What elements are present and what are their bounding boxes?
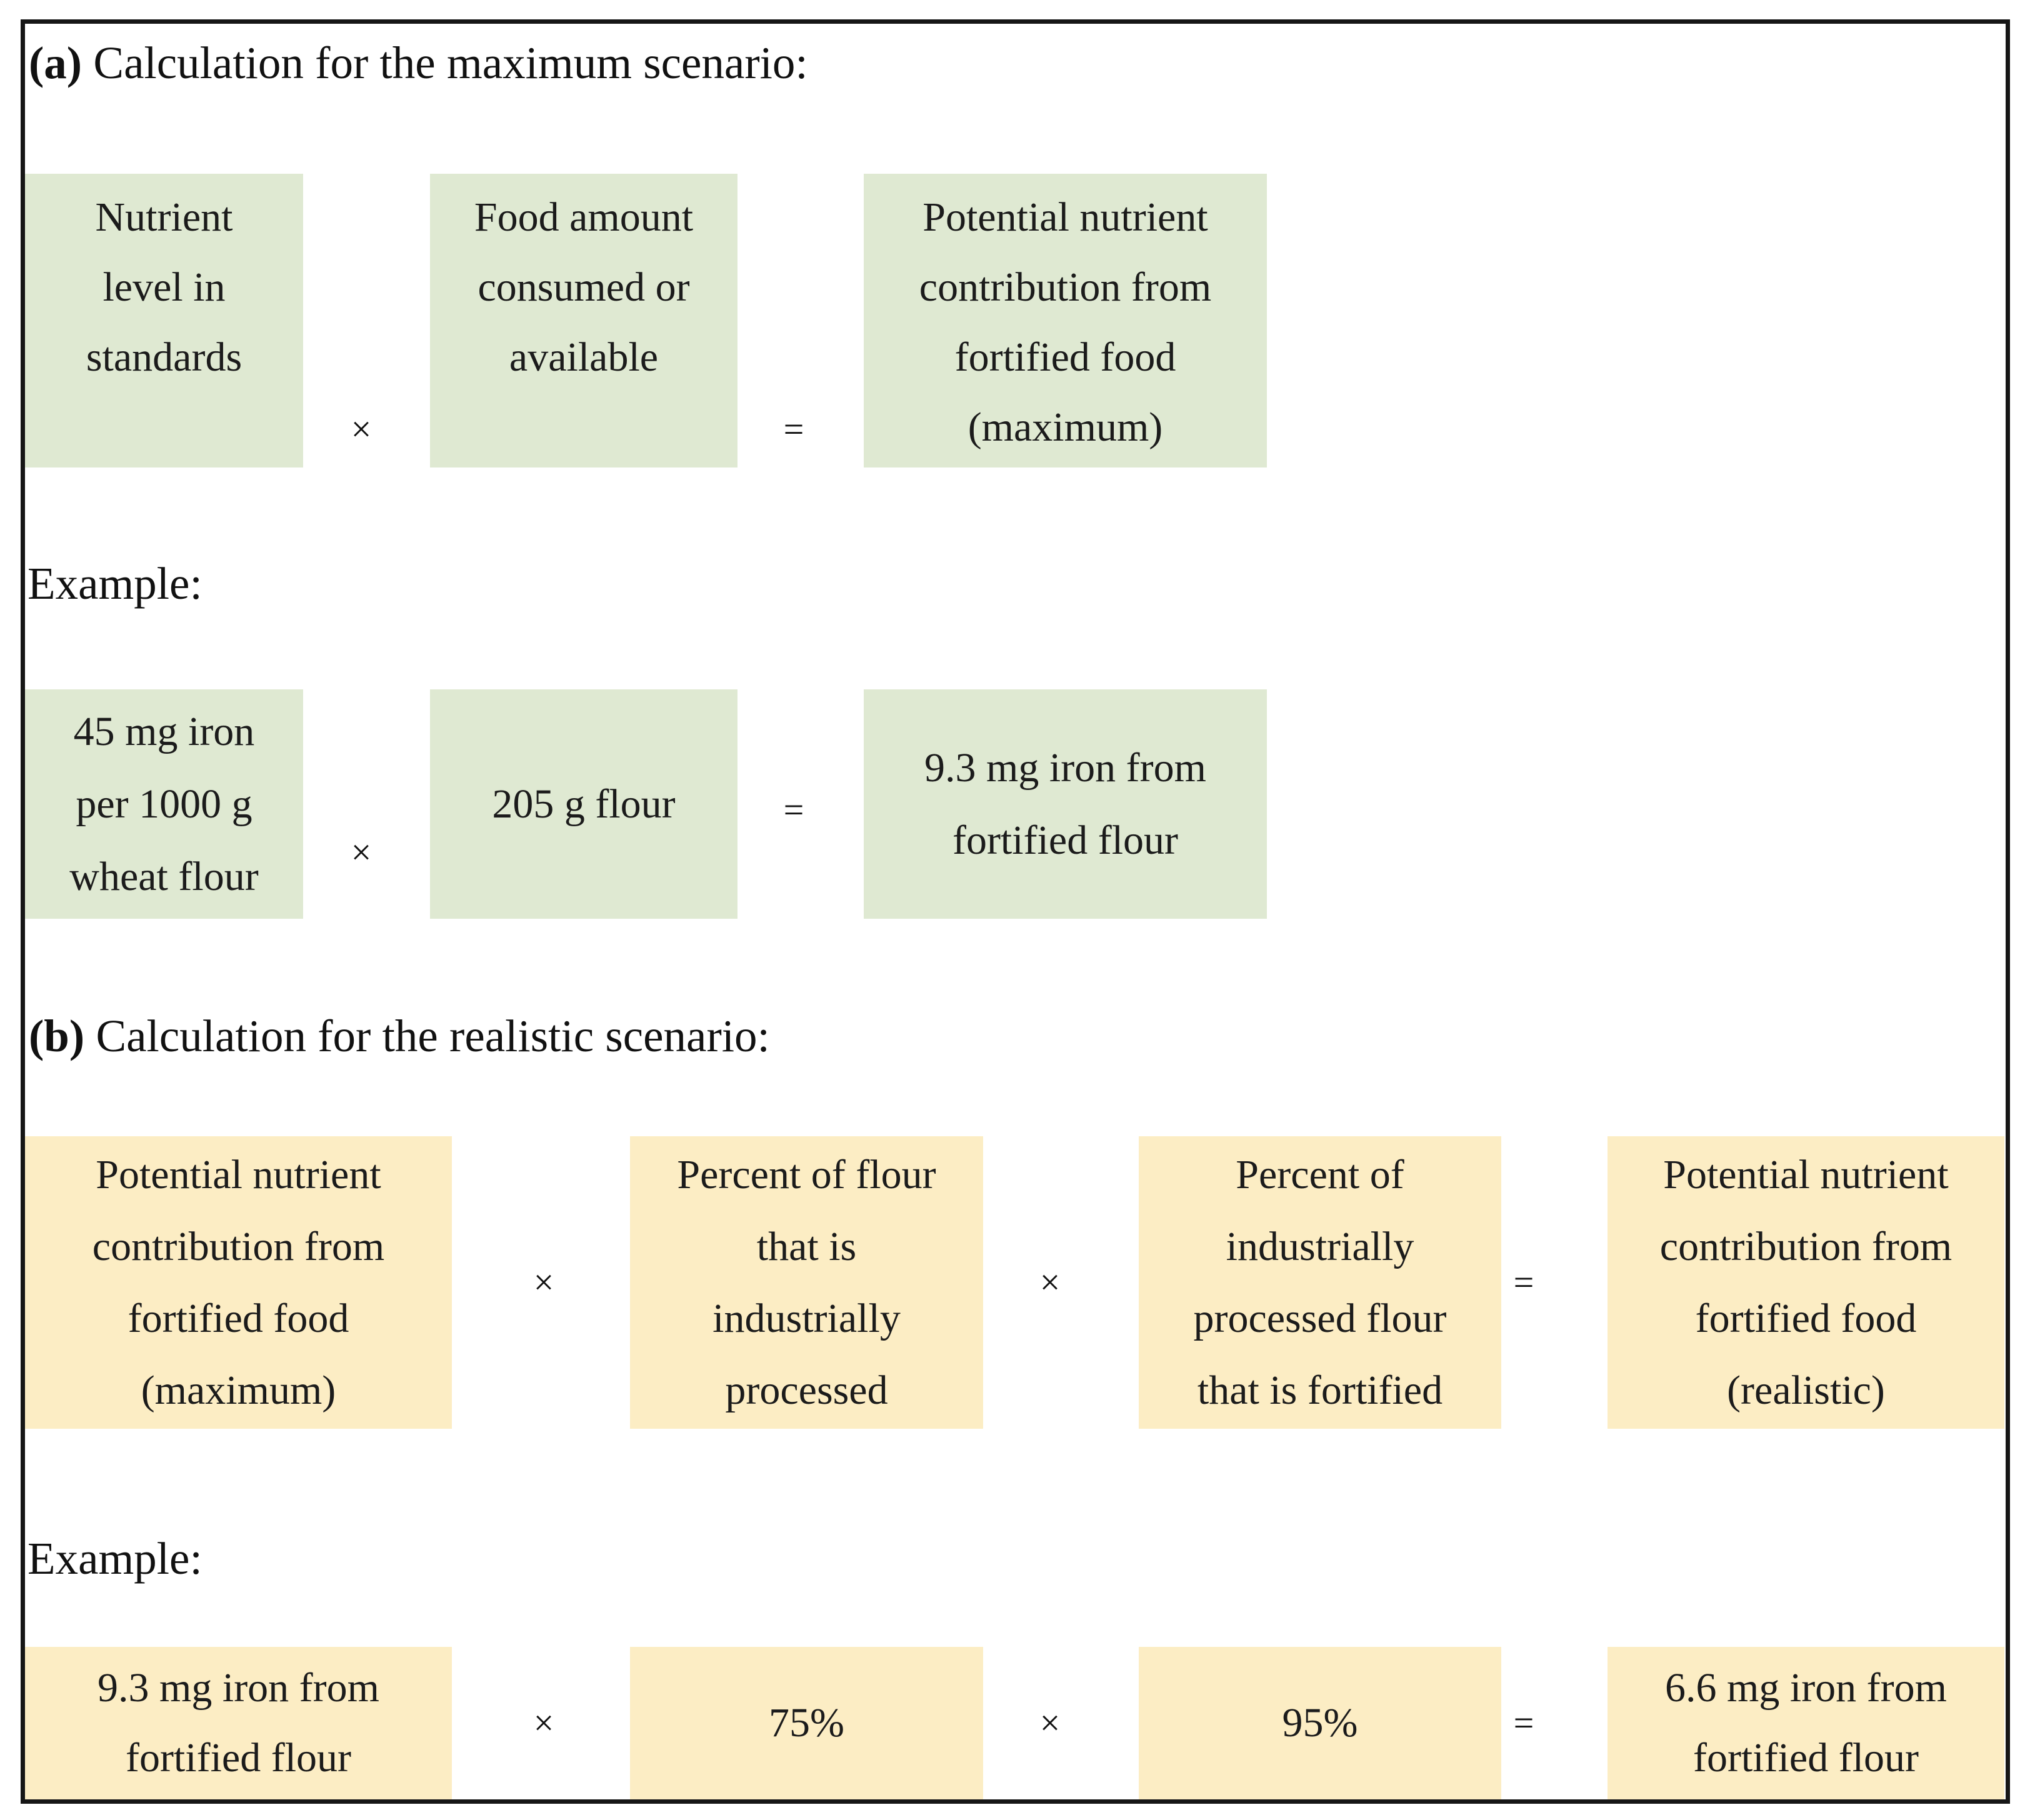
box-95-percent: 95% bbox=[1139, 1647, 1501, 1799]
multiply-operator: × bbox=[351, 832, 372, 872]
multiply-operator: × bbox=[533, 1702, 554, 1743]
section-b-label: (b) bbox=[29, 1011, 85, 1061]
box-45mg-iron-per-1000g: 45 mg iron per 1000 g wheat flour bbox=[25, 689, 303, 919]
equals-operator: = bbox=[1513, 1262, 1534, 1302]
box-result-6-6mg-iron: 6.6 mg iron from fortified flour bbox=[1608, 1647, 2004, 1799]
multiply-operator: × bbox=[533, 1262, 554, 1302]
box-percent-processed-flour-fortified: Percent of industrially processed flour … bbox=[1139, 1136, 1501, 1429]
box-potential-contribution-maximum-input: Potential nutrient contribution from for… bbox=[25, 1136, 452, 1429]
section-a-heading: (a) Calculation for the maximum scenario… bbox=[29, 34, 808, 91]
multiply-operator: × bbox=[1039, 1262, 1061, 1302]
section-b-example-row: 9.3 mg iron from fortified flour × 75% ×… bbox=[0, 1647, 2030, 1799]
box-result-9-3mg-iron: 9.3 mg iron from fortified flour bbox=[864, 689, 1267, 919]
section-b-example-label: Example: bbox=[28, 1533, 202, 1584]
equals-operator: = bbox=[1513, 1702, 1534, 1743]
box-205g-flour: 205 g flour bbox=[430, 689, 738, 919]
section-a-example-label: Example: bbox=[28, 558, 202, 609]
box-75-percent: 75% bbox=[630, 1647, 983, 1799]
box-nutrient-level-in-standards: Nutrient level in standards bbox=[25, 174, 303, 468]
box-potential-contribution-maximum: Potential nutrient contribution from for… bbox=[864, 174, 1267, 468]
box-food-amount-consumed: Food amount consumed or available bbox=[430, 174, 738, 468]
section-b-heading: (b) Calculation for the realistic scenar… bbox=[29, 1008, 770, 1064]
section-b-heading-text: Calculation for the realistic scenario: bbox=[96, 1011, 770, 1061]
multiply-operator: × bbox=[1039, 1702, 1061, 1743]
section-b-formula-row: Potential nutrient contribution from for… bbox=[0, 1136, 2030, 1429]
multiply-operator: × bbox=[351, 409, 372, 449]
section-a-heading-text: Calculation for the maximum scenario: bbox=[93, 38, 808, 88]
box-percent-flour-industrially-processed: Percent of flour that is industrially pr… bbox=[630, 1136, 983, 1429]
equals-operator: = bbox=[783, 789, 804, 830]
section-a-label: (a) bbox=[29, 38, 82, 88]
box-9-3mg-iron-input: 9.3 mg iron from fortified flour bbox=[25, 1647, 452, 1799]
equals-operator: = bbox=[783, 409, 804, 449]
box-potential-contribution-realistic: Potential nutrient contribution from for… bbox=[1608, 1136, 2004, 1429]
section-a-example-row: 45 mg iron per 1000 g wheat flour × 205 … bbox=[0, 689, 2030, 919]
section-a-formula-row: Nutrient level in standards × Food amoun… bbox=[0, 174, 2030, 468]
